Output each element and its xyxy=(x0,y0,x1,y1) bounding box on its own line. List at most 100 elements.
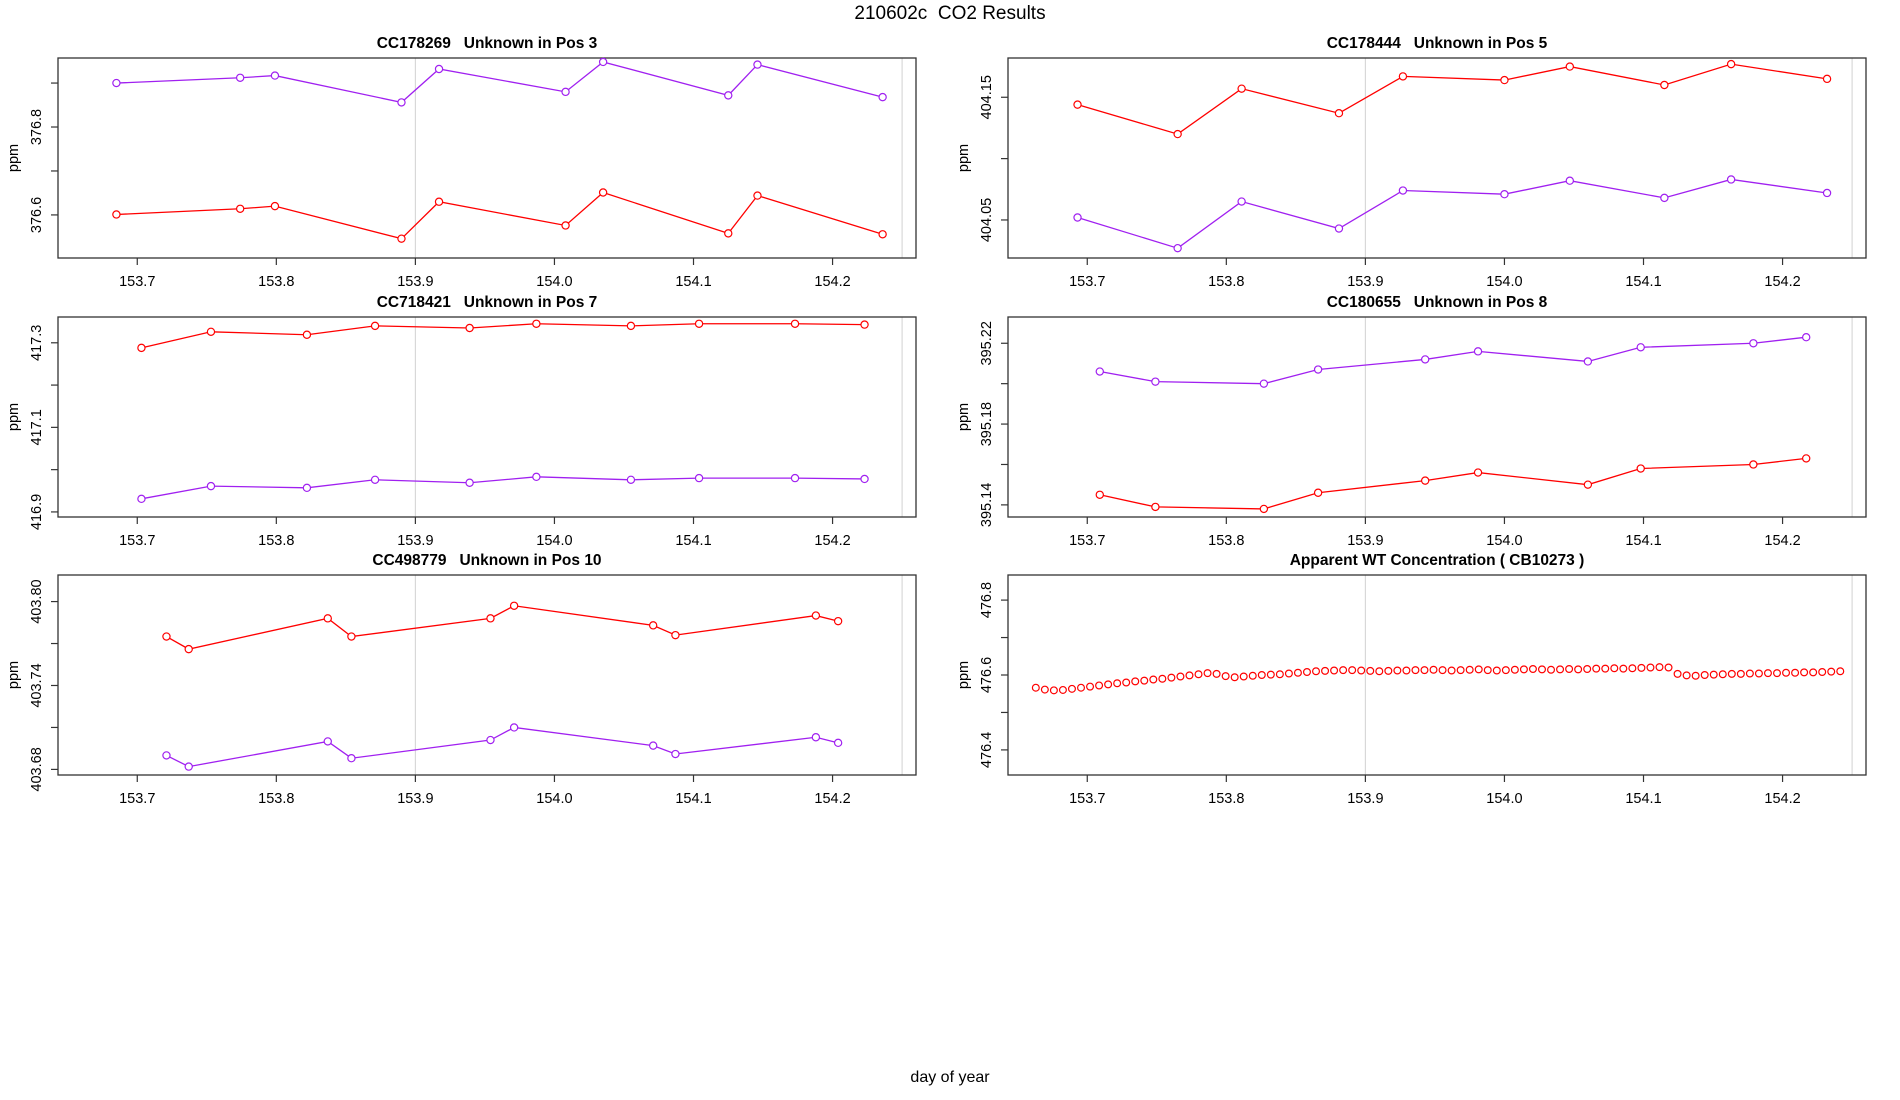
data-point-sample-purple xyxy=(671,749,680,759)
panel-title: CC498779 Unknown in Pos 10 xyxy=(372,552,601,569)
data-point-standard-red xyxy=(790,319,800,328)
data-point-standard-red xyxy=(671,630,680,640)
data-point-sample-purple xyxy=(1237,197,1246,206)
panel-3: 153.7 153.8 153.9 154.0 154.1 154.2 417.3 417.1… xyxy=(6,294,917,549)
data-point-wt-concentration xyxy=(1239,672,1248,681)
x-tick-label: 154.0 xyxy=(536,791,572,807)
y-tick-label: 404.05 xyxy=(979,198,995,242)
x-tick-label: 153.8 xyxy=(258,274,294,290)
x-tick-label: 153.9 xyxy=(1347,533,1383,549)
data-point-wt-concentration xyxy=(1411,666,1420,675)
data-point-wt-concentration xyxy=(1565,665,1574,674)
data-point-wt-concentration xyxy=(1601,664,1610,673)
data-point-standard-red xyxy=(1259,504,1269,514)
data-point-standard-red xyxy=(1237,84,1246,93)
data-point-sample-purple xyxy=(112,78,121,88)
data-point-wt-concentration xyxy=(1700,670,1709,679)
x-tick-label: 154.2 xyxy=(1764,533,1800,549)
x-tick-label: 153.9 xyxy=(1347,791,1383,807)
series-line-sample-purple xyxy=(141,476,865,500)
x-tick-label: 154.2 xyxy=(1764,274,1800,290)
y-tick-label: 376.8 xyxy=(29,109,45,145)
data-point-standard-red xyxy=(323,614,332,623)
data-point-wt-concentration xyxy=(1619,664,1628,673)
data-point-standard-red xyxy=(561,221,570,230)
data-point-wt-concentration xyxy=(1158,674,1167,683)
data-point-sample-purple xyxy=(1660,193,1669,203)
data-point-wt-concentration xyxy=(1465,665,1474,674)
data-point-wt-concentration xyxy=(1456,666,1465,675)
data-point-wt-concentration xyxy=(1754,669,1763,678)
panel-4: 153.7 153.8 153.9 154.0 154.1 154.2 395.22 395.… xyxy=(956,294,1867,549)
data-point-wt-concentration xyxy=(1330,666,1339,675)
series-line-sample-purple xyxy=(1077,178,1828,249)
data-point-wt-concentration xyxy=(1637,663,1646,672)
data-point-sample-purple xyxy=(878,92,887,102)
x-tick-label: 153.7 xyxy=(1069,533,1105,549)
data-point-sample-purple xyxy=(1473,347,1483,356)
data-point-wt-concentration xyxy=(1049,686,1058,695)
data-point-sample-purple xyxy=(1636,343,1645,352)
panel-ylabel: ppm xyxy=(6,403,22,431)
data-point-wt-concentration xyxy=(1583,665,1592,674)
x-tick-label: 153.7 xyxy=(119,791,155,807)
data-point-sample-purple xyxy=(694,473,704,483)
data-point-wt-concentration xyxy=(1149,675,1158,684)
axis-box xyxy=(1007,57,1867,259)
data-point-standard-red xyxy=(1334,109,1344,118)
data-point-sample-purple xyxy=(1334,224,1344,233)
data-point-wt-concentration xyxy=(1339,666,1348,675)
series-line-standard-red xyxy=(1077,63,1828,135)
panel-title: CC180655 Unknown in Pos 8 xyxy=(1327,294,1548,311)
series-line-sample-purple xyxy=(1099,336,1807,385)
data-point-standard-red xyxy=(1151,502,1160,512)
data-point-wt-concentration xyxy=(1664,663,1673,672)
data-point-wt-concentration xyxy=(1782,668,1791,677)
y-tick-label: 404.15 xyxy=(979,75,995,119)
data-point-sample-purple xyxy=(370,475,380,484)
x-tick-label: 154.0 xyxy=(536,533,572,549)
data-point-sample-purple xyxy=(561,87,570,97)
x-tick-label: 154.1 xyxy=(1625,791,1661,807)
data-point-sample-purple xyxy=(184,762,193,771)
data-point-standard-red xyxy=(1398,72,1408,81)
data-point-standard-red xyxy=(724,229,733,238)
y-tick-label: 476.8 xyxy=(979,582,995,618)
data-point-sample-purple xyxy=(235,73,245,82)
data-point-wt-concentration xyxy=(1429,665,1438,674)
data-point-wt-concentration xyxy=(1176,672,1185,681)
data-point-wt-concentration xyxy=(1519,665,1528,674)
x-tick-label: 154.2 xyxy=(814,791,850,807)
x-tick-label: 153.9 xyxy=(397,274,433,290)
data-point-sample-purple xyxy=(860,474,869,484)
data-point-wt-concentration xyxy=(1610,664,1619,673)
y-tick-label: 403.74 xyxy=(29,663,45,707)
x-tick-label: 153.9 xyxy=(397,533,433,549)
data-point-standard-red xyxy=(235,204,245,213)
data-point-standard-red xyxy=(811,611,821,620)
panel-ylabel: ppm xyxy=(6,661,22,689)
data-point-standard-red xyxy=(347,632,356,641)
data-point-wt-concentration xyxy=(1492,666,1501,675)
data-point-wt-concentration xyxy=(1212,669,1221,678)
x-tick-label: 153.7 xyxy=(119,274,155,290)
data-point-sample-purple xyxy=(1749,339,1758,348)
data-point-standard-red xyxy=(270,201,280,211)
data-point-sample-purple xyxy=(397,98,406,107)
data-point-sample-purple xyxy=(137,494,146,504)
y-tick-label: 403.80 xyxy=(29,579,45,623)
data-point-standard-red xyxy=(434,197,444,206)
x-tick-label: 154.1 xyxy=(675,533,711,549)
data-point-wt-concentration xyxy=(1077,683,1086,692)
x-tick-label: 153.7 xyxy=(1069,791,1105,807)
y-tick-label: 395.22 xyxy=(979,321,995,365)
series-line-sample-purple xyxy=(166,726,839,768)
data-point-standard-red xyxy=(509,601,519,610)
data-point-wt-concentration xyxy=(1375,667,1384,676)
data-point-standard-red xyxy=(648,621,658,630)
data-point-wt-concentration xyxy=(1357,666,1366,675)
data-point-wt-concentration xyxy=(1547,665,1556,674)
data-point-sample-purple xyxy=(434,64,444,74)
data-point-wt-concentration xyxy=(1718,670,1727,679)
data-point-sample-purple xyxy=(1073,213,1082,222)
